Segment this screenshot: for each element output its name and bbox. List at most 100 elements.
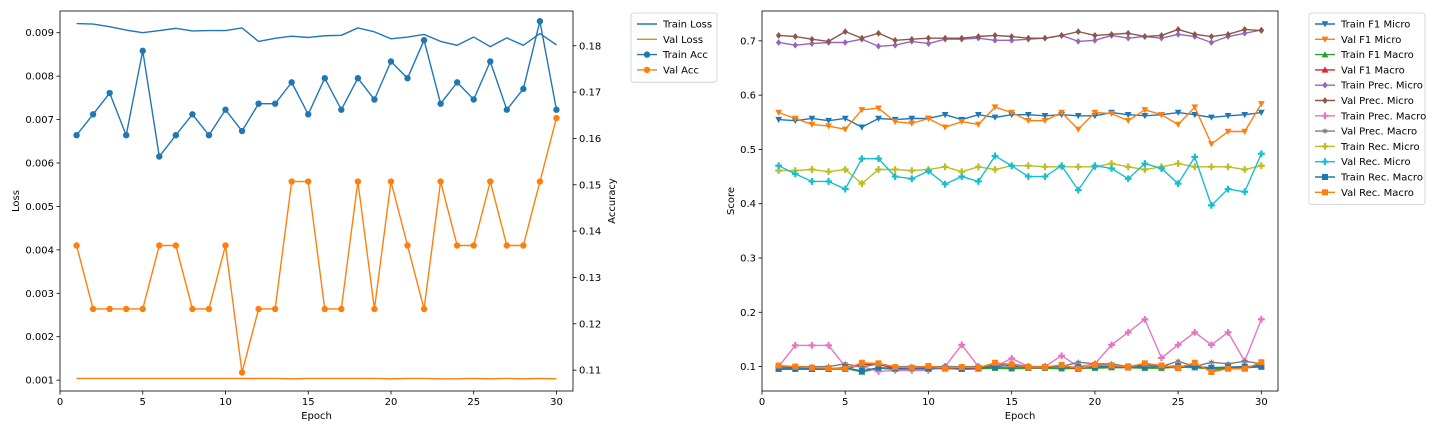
y-right-tick-label: 0.11 <box>579 366 601 377</box>
data-point <box>941 163 949 171</box>
data-point <box>1241 26 1248 33</box>
loss-accuracy-chart-plot-area <box>60 11 573 391</box>
data-point <box>858 107 866 114</box>
legend-label: Train Rec. Micro <box>1340 142 1420 153</box>
series-line <box>76 22 557 48</box>
data-point <box>1074 163 1082 171</box>
legend-item-train-rec-micro: Train Rec. Micro <box>1315 142 1420 153</box>
data-point <box>470 242 477 249</box>
series-val-rec-micro <box>775 150 1265 209</box>
data-point <box>808 115 816 122</box>
legend-label: Val Rec. Macro <box>1341 188 1414 199</box>
series-train-loss <box>76 22 557 48</box>
data-point <box>1074 126 1082 133</box>
data-point <box>808 166 816 173</box>
x-axis-label: Epoch <box>1005 411 1036 422</box>
data-point <box>1208 364 1215 371</box>
data-point <box>842 28 848 36</box>
data-point <box>908 120 916 127</box>
y-tick-label: 0.002 <box>25 332 54 343</box>
legend-item-val-rec-macro: Val Rec. Macro <box>1315 188 1414 199</box>
data-point <box>892 364 899 371</box>
legend-label: Train Rec. Macro <box>1340 173 1423 184</box>
data-point <box>825 365 832 372</box>
legend-item-val-acc: Val Acc <box>637 65 699 76</box>
score-chart-legend: Train F1 Micro Val F1 Micro Train F1 Macro… <box>1308 12 1426 206</box>
data-point <box>875 115 882 122</box>
data-point <box>305 111 312 118</box>
data-point <box>1141 166 1149 173</box>
data-point <box>1091 162 1099 170</box>
data-point <box>189 305 196 313</box>
data-point <box>1125 364 1132 371</box>
data-point <box>1191 163 1199 171</box>
data-point <box>1125 34 1131 42</box>
data-point <box>941 180 949 188</box>
data-point <box>775 32 782 39</box>
data-point <box>1174 341 1182 349</box>
data-point <box>371 305 378 313</box>
data-point <box>122 305 130 313</box>
data-point <box>825 123 832 130</box>
data-point <box>1142 33 1148 40</box>
data-point <box>1208 341 1215 349</box>
series-train-acc <box>73 17 560 160</box>
data-point <box>106 305 113 313</box>
data-point <box>1008 109 1016 116</box>
data-point <box>255 305 262 313</box>
legend-marker <box>1322 174 1328 180</box>
data-point <box>1141 315 1149 323</box>
data-point <box>305 178 312 185</box>
data-point <box>791 342 799 349</box>
data-point <box>1158 354 1165 362</box>
data-point <box>1141 360 1148 367</box>
data-point <box>1158 165 1165 172</box>
legend-marker <box>643 66 651 74</box>
series-val-rec-macro <box>775 359 1265 375</box>
data-point <box>975 364 982 371</box>
data-point <box>1174 180 1182 188</box>
data-point <box>1208 358 1215 366</box>
data-point <box>842 39 848 46</box>
data-point <box>1191 363 1198 370</box>
data-point <box>1024 162 1032 170</box>
y-tick-label: 0.006 <box>25 159 54 170</box>
data-point <box>1241 111 1249 119</box>
axes-frame <box>761 10 1279 392</box>
data-point <box>387 178 395 185</box>
data-point <box>975 33 982 40</box>
data-point <box>89 305 97 313</box>
x-tick-label: 15 <box>1005 397 1018 408</box>
data-point <box>825 178 832 185</box>
data-point <box>1041 173 1049 180</box>
data-point <box>1208 201 1215 209</box>
legend-label: Train Acc <box>662 50 708 61</box>
legend-marker <box>1321 158 1329 166</box>
data-point <box>1058 352 1066 360</box>
data-point <box>1075 358 1082 366</box>
data-point <box>1008 162 1016 170</box>
series-line <box>778 29 1262 47</box>
data-point <box>808 364 815 371</box>
legend-item-train-loss: Train Loss <box>637 20 712 31</box>
legend-marker <box>1321 36 1329 43</box>
data-point <box>1241 128 1249 135</box>
data-point <box>858 124 866 131</box>
data-point <box>1208 141 1215 148</box>
data-point <box>875 166 882 173</box>
data-point <box>825 342 832 349</box>
data-point <box>1257 101 1265 108</box>
data-point <box>487 58 494 65</box>
data-point <box>791 170 799 178</box>
legend-label: Train F1 Macro <box>1340 50 1414 61</box>
y-right-tick-label: 0.13 <box>579 273 601 284</box>
data-point <box>992 364 999 371</box>
series-val-prec-micro <box>775 26 1265 45</box>
data-point <box>825 168 832 176</box>
data-point <box>437 100 444 107</box>
data-point <box>1175 26 1181 33</box>
legend-item-train-prec-macro: Train Prec. Macro <box>1315 111 1426 122</box>
data-point <box>974 121 982 128</box>
y-tick-label: 0.001 <box>25 376 54 387</box>
data-point <box>420 36 428 44</box>
